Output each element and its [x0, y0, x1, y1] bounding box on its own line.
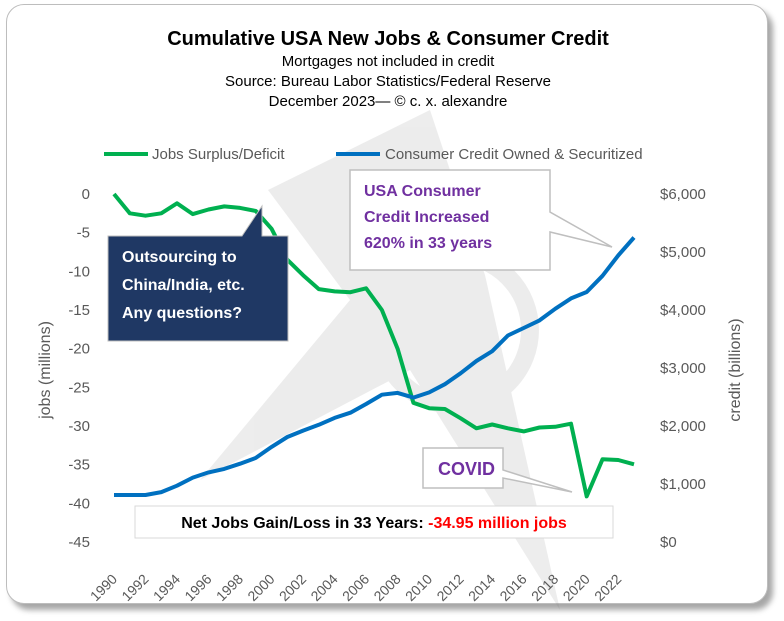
x-tick-label: 2002: [276, 571, 309, 604]
legend: Jobs Surplus/Deficit Consumer Credit Own…: [104, 146, 643, 163]
y-tick-label: -10: [68, 263, 90, 280]
x-tick-label: 2022: [591, 571, 624, 604]
x-tick-label: 1992: [118, 571, 151, 604]
y2-axis-title: credit (billions): [727, 318, 744, 421]
chart-subtitle-1: Mortgages not included in credit: [281, 53, 495, 70]
callout-credit-line-1: USA Consumer: [364, 183, 481, 200]
x-tick-label: 1994: [150, 571, 183, 604]
callout-outsourcing: Outsourcing to China/India, etc. Any que…: [107, 204, 289, 342]
legend-label-jobs: Jobs Surplus/Deficit: [152, 146, 285, 163]
y-tick-label: -15: [68, 302, 90, 319]
callout-credit-line-3: 620% in 33 years: [364, 235, 492, 252]
chart-subtitle-3: December 2023— © c. x. alexandre: [268, 93, 508, 110]
x-tick-label: 1998: [213, 571, 246, 604]
x-tick-label: 2004: [307, 571, 340, 604]
y-tick-label: -5: [77, 225, 90, 242]
x-tick-label: 2012: [433, 571, 466, 604]
chart-header: Cumulative USA New Jobs & Consumer Credi…: [0, 26, 776, 112]
y-tick-label: -20: [68, 341, 90, 358]
summary-value: -34.95 million jobs: [428, 515, 567, 532]
x-tick-label: 2000: [244, 571, 277, 604]
callout-outsourcing-line-2: China/India, etc.: [122, 277, 245, 294]
x-tick-label: 2014: [465, 571, 498, 604]
y-tick-label: -45: [68, 534, 90, 551]
callout-outsourcing-line-3: Any questions?: [122, 305, 242, 322]
x-tick-label: 2010: [402, 571, 435, 604]
series-lines: [112, 192, 636, 499]
y-axis-title: jobs (millions): [37, 321, 54, 420]
x-tick-label: 2006: [339, 571, 372, 604]
y2-tick-label: $6,000: [660, 186, 706, 203]
callout-credit: USA Consumer Credit Increased 620% in 33…: [349, 169, 613, 271]
callout-credit-line-2: Credit Increased: [364, 209, 489, 226]
summary-box: Net Jobs Gain/Loss in 33 Years: -34.95 m…: [134, 505, 614, 539]
x-tick-label: 2020: [560, 571, 593, 604]
y-tick-label: -40: [68, 495, 90, 512]
svg-text:Net Jobs Gain/Loss in 33 Year: Net Jobs Gain/Loss in 33 Years: -34.95 m…: [181, 515, 567, 532]
x-tick-label: 1996: [181, 571, 214, 604]
y-tick-label: 0: [82, 186, 90, 203]
y2-tick-label: $3,000: [660, 360, 706, 377]
summary-label: Net Jobs Gain/Loss in 33 Years:: [181, 515, 428, 532]
credit-series-line: [114, 236, 636, 497]
callout-covid: COVID: [422, 447, 573, 493]
chart-title: Cumulative USA New Jobs & Consumer Credi…: [167, 28, 609, 50]
x-tick-label: 2016: [496, 571, 529, 604]
x-tick-label: 1990: [87, 571, 120, 604]
y-tick-label: -25: [68, 379, 90, 396]
callout-covid-label: COVID: [438, 459, 495, 479]
x-tick-label: 2008: [370, 571, 403, 604]
y-tick-label: -35: [68, 457, 90, 474]
chart-subtitle-2: Source: Bureau Labor Statistics/Federal …: [225, 73, 551, 90]
y2-tick-label: $5,000: [660, 244, 706, 261]
jobs-series-line: [112, 192, 635, 499]
y2-tick-label: $1,000: [660, 476, 706, 493]
callout-outsourcing-line-1: Outsourcing to: [122, 249, 237, 266]
legend-label-credit: Consumer Credit Owned & Securitized: [385, 146, 643, 163]
y2-tick-label: $4,000: [660, 302, 706, 319]
y-tick-label: -30: [68, 418, 90, 435]
y2-tick-label: $2,000: [660, 418, 706, 435]
y2-tick-label: $0: [660, 534, 677, 551]
